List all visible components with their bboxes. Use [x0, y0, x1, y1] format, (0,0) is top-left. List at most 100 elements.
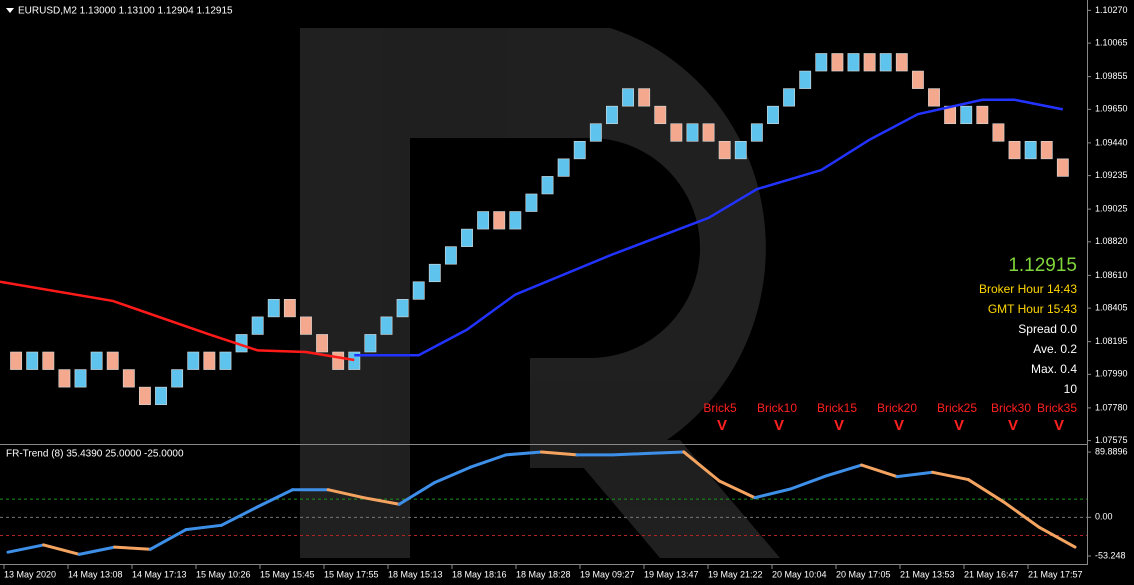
y-tick-label: 1.10270 — [1095, 5, 1128, 15]
renko-brick — [332, 351, 345, 370]
renko-brick — [219, 351, 232, 370]
renko-brick — [58, 369, 71, 388]
renko-brick — [895, 53, 908, 72]
renko-brick — [42, 351, 55, 370]
x-tick-label: 19 May 09:27 — [580, 569, 635, 579]
indicator-segment — [931, 470, 970, 482]
brick-mark: V — [717, 417, 727, 434]
x-tick-label: 15 May 17:55 — [324, 569, 379, 579]
brick-label: Brick5 — [703, 401, 737, 415]
x-tick-label: 21 May 16:47 — [964, 569, 1019, 579]
x-tick-label: 14 May 17:13 — [132, 569, 187, 579]
x-tick-label: 15 May 10:26 — [196, 569, 251, 579]
x-tick-label: 14 May 13:08 — [68, 569, 123, 579]
indicator-segment — [468, 453, 508, 469]
renko-brick — [26, 351, 39, 370]
y-tick-label: -53.248 — [1095, 550, 1126, 560]
indicator-segment — [966, 478, 1006, 504]
y-tick-label: 89.8896 — [1095, 446, 1128, 456]
renko-brick — [718, 140, 731, 160]
y-tick-label: 1.09235 — [1095, 170, 1128, 180]
renko-brick — [638, 88, 651, 107]
indicator-segment — [397, 480, 437, 506]
brick-label: Brick15 — [817, 401, 857, 415]
renko-brick — [573, 140, 586, 160]
x-tick-label: 20 May 17:05 — [836, 569, 891, 579]
renko-brick — [187, 351, 200, 370]
brick-mark: V — [1008, 417, 1018, 434]
x-tick-label: 13 May 2020 — [4, 569, 56, 579]
renko-brick — [702, 123, 715, 142]
y-tick-label: 1.09650 — [1095, 104, 1128, 114]
renko-brick — [831, 53, 844, 72]
indicator-segment — [646, 450, 686, 455]
renko-brick — [283, 299, 296, 318]
chart-title: EURUSD,M2 1.13000 1.13100 1.12904 1.1291… — [18, 6, 233, 17]
renko-brick — [428, 263, 441, 283]
renko-brick — [960, 105, 973, 125]
renko-brick — [976, 105, 989, 125]
indicator-segment — [42, 543, 81, 556]
renko-brick — [155, 386, 167, 405]
indicator-segment — [184, 523, 223, 532]
renko-brick — [1040, 140, 1053, 160]
brick-label: Brick30 — [991, 401, 1031, 415]
indicator-segment — [113, 545, 152, 551]
x-tick-label: 18 May 18:28 — [516, 569, 571, 579]
y-tick-label: 0.00 — [1095, 512, 1113, 522]
renko-brick — [461, 228, 473, 247]
renko-brick — [412, 281, 425, 300]
renko-brick — [799, 70, 812, 89]
indicator-segment — [753, 487, 792, 500]
renko-brick — [1024, 140, 1037, 160]
indicator-segment — [1037, 525, 1077, 549]
indicator-segment — [860, 463, 899, 479]
renko-brick — [654, 105, 667, 125]
renko-brick — [509, 211, 522, 230]
renko-brick — [525, 193, 538, 212]
max: Max. 0.4 — [1031, 362, 1077, 376]
indicator-segment — [326, 488, 366, 500]
renko-brick — [396, 299, 409, 318]
indicator-segment — [433, 465, 472, 484]
indicator-segment — [1002, 500, 1041, 529]
brick-mark: V — [894, 417, 904, 434]
renko-brick — [589, 123, 602, 142]
indicator-segment — [148, 528, 188, 551]
indicator-segment — [219, 505, 259, 527]
renko-brick — [1008, 140, 1021, 160]
renko-brick — [267, 299, 280, 318]
indicator-segment — [895, 470, 935, 479]
renko-brick — [348, 351, 361, 370]
renko-brick — [557, 158, 570, 177]
renko-brick — [477, 211, 490, 230]
y-tick-label: 1.08195 — [1095, 336, 1128, 346]
brick-label: Brick25 — [937, 401, 977, 415]
renko-brick — [74, 369, 87, 388]
renko-brick — [251, 316, 264, 335]
indicator-segment — [255, 488, 295, 509]
brick-mark: V — [774, 417, 784, 434]
indicator-segment — [6, 543, 46, 554]
current-price: 1.12915 — [1008, 255, 1077, 276]
renko-brick — [686, 123, 699, 142]
indicator-segment — [682, 450, 721, 483]
renko-brick — [90, 351, 103, 370]
renko-brick — [122, 369, 135, 388]
menu-triangle — [6, 8, 14, 13]
renko-brick — [847, 53, 860, 72]
renko-brick — [106, 351, 119, 370]
x-tick-label: 21 May 17:57 — [1028, 569, 1083, 579]
indicator-segment — [824, 463, 864, 478]
renko-brick — [203, 351, 216, 370]
y-tick-label: 1.10065 — [1095, 37, 1128, 47]
x-tick-label: 20 May 10:04 — [772, 569, 827, 579]
renko-brick — [364, 334, 377, 353]
y-tick-label: 1.07575 — [1095, 435, 1128, 445]
indicator-title: FR-Trend (8) 35.4390 25.0000 -25.0000 — [6, 449, 184, 460]
renko-brick — [879, 53, 892, 72]
renko-brick — [670, 123, 683, 142]
info-panel: 1.12915 Broker Hour 14:43 GMT Hour 15:43… — [979, 255, 1077, 396]
y-tick-label: 1.08820 — [1095, 236, 1128, 246]
